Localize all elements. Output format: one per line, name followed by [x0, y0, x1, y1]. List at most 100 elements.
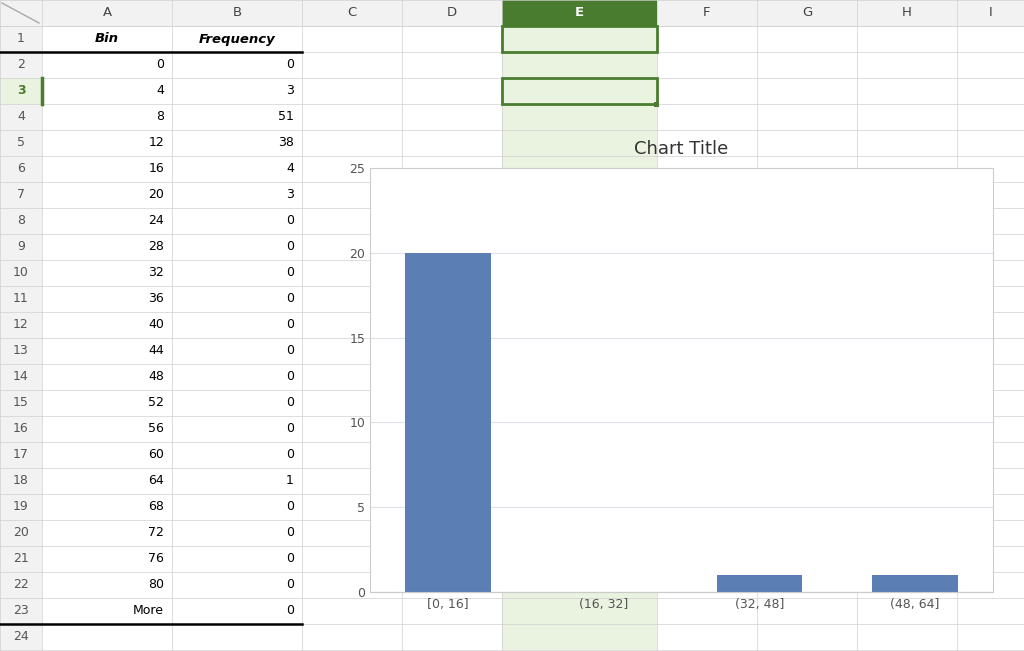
- Bar: [717, 575, 802, 592]
- Bar: [957, 234, 1024, 260]
- Text: 0: 0: [286, 59, 294, 72]
- Text: 80: 80: [148, 579, 164, 592]
- Bar: [42, 546, 172, 572]
- Text: 1: 1: [17, 33, 25, 46]
- Bar: [857, 572, 957, 598]
- Bar: [42, 624, 172, 650]
- Text: 51: 51: [279, 111, 294, 124]
- Bar: [857, 130, 957, 156]
- Text: 10: 10: [13, 266, 29, 279]
- Bar: [502, 468, 657, 494]
- Bar: [402, 182, 502, 208]
- Bar: [502, 26, 657, 52]
- Text: E: E: [574, 7, 584, 20]
- Bar: [502, 156, 657, 182]
- Bar: [757, 182, 857, 208]
- Text: 14: 14: [13, 370, 29, 383]
- Text: 0: 0: [286, 240, 294, 253]
- Bar: [302, 52, 402, 78]
- Bar: [857, 494, 957, 520]
- Bar: [42, 494, 172, 520]
- Bar: [957, 104, 1024, 130]
- Bar: [502, 208, 657, 234]
- Text: 60: 60: [148, 449, 164, 462]
- Bar: [757, 78, 857, 104]
- Bar: [502, 520, 657, 546]
- Bar: [172, 234, 302, 260]
- Bar: [857, 390, 957, 416]
- Bar: [502, 364, 657, 390]
- Bar: [657, 286, 757, 312]
- Bar: [0, 26, 42, 52]
- Bar: [757, 494, 857, 520]
- Text: 3: 3: [286, 85, 294, 98]
- Bar: [402, 338, 502, 364]
- Bar: [172, 416, 302, 442]
- Bar: [302, 182, 402, 208]
- Bar: [657, 234, 757, 260]
- Bar: [502, 598, 657, 624]
- Bar: [172, 78, 302, 104]
- Bar: [172, 338, 302, 364]
- Bar: [757, 156, 857, 182]
- Bar: [302, 494, 402, 520]
- Bar: [957, 130, 1024, 156]
- Text: 16: 16: [148, 163, 164, 176]
- Bar: [857, 442, 957, 468]
- Bar: [0, 52, 42, 78]
- Bar: [653, 102, 658, 107]
- Text: 15: 15: [13, 396, 29, 409]
- Text: 20: 20: [13, 527, 29, 540]
- Text: 0: 0: [286, 605, 294, 618]
- Bar: [302, 312, 402, 338]
- Bar: [857, 416, 957, 442]
- Bar: [302, 286, 402, 312]
- Bar: [657, 130, 757, 156]
- Bar: [957, 26, 1024, 52]
- Text: 18: 18: [13, 475, 29, 488]
- Bar: [502, 260, 657, 286]
- Bar: [302, 572, 402, 598]
- Bar: [857, 312, 957, 338]
- Bar: [857, 260, 957, 286]
- Bar: [657, 442, 757, 468]
- Bar: [657, 520, 757, 546]
- Bar: [172, 390, 302, 416]
- Bar: [857, 52, 957, 78]
- Text: 17: 17: [13, 449, 29, 462]
- Bar: [0, 624, 42, 650]
- Bar: [757, 520, 857, 546]
- Bar: [0, 416, 42, 442]
- Bar: [402, 104, 502, 130]
- Bar: [757, 338, 857, 364]
- Bar: [302, 390, 402, 416]
- Bar: [402, 260, 502, 286]
- Text: 0: 0: [286, 579, 294, 592]
- Bar: [402, 572, 502, 598]
- Text: 4: 4: [17, 111, 25, 124]
- Text: 2: 2: [17, 59, 25, 72]
- Text: 3: 3: [16, 85, 26, 98]
- Bar: [857, 338, 957, 364]
- Bar: [757, 390, 857, 416]
- Bar: [0, 156, 42, 182]
- Bar: [502, 26, 657, 52]
- Text: 0: 0: [286, 422, 294, 436]
- Bar: [0, 312, 42, 338]
- Text: 5: 5: [17, 137, 25, 150]
- Bar: [857, 364, 957, 390]
- Bar: [957, 338, 1024, 364]
- Bar: [757, 260, 857, 286]
- Bar: [42, 598, 172, 624]
- Bar: [42, 182, 172, 208]
- Bar: [957, 260, 1024, 286]
- Bar: [957, 624, 1024, 650]
- Bar: [957, 494, 1024, 520]
- Bar: [502, 494, 657, 520]
- Bar: [857, 234, 957, 260]
- Bar: [757, 208, 857, 234]
- Bar: [42, 130, 172, 156]
- Bar: [0, 598, 42, 624]
- Bar: [402, 442, 502, 468]
- Bar: [302, 338, 402, 364]
